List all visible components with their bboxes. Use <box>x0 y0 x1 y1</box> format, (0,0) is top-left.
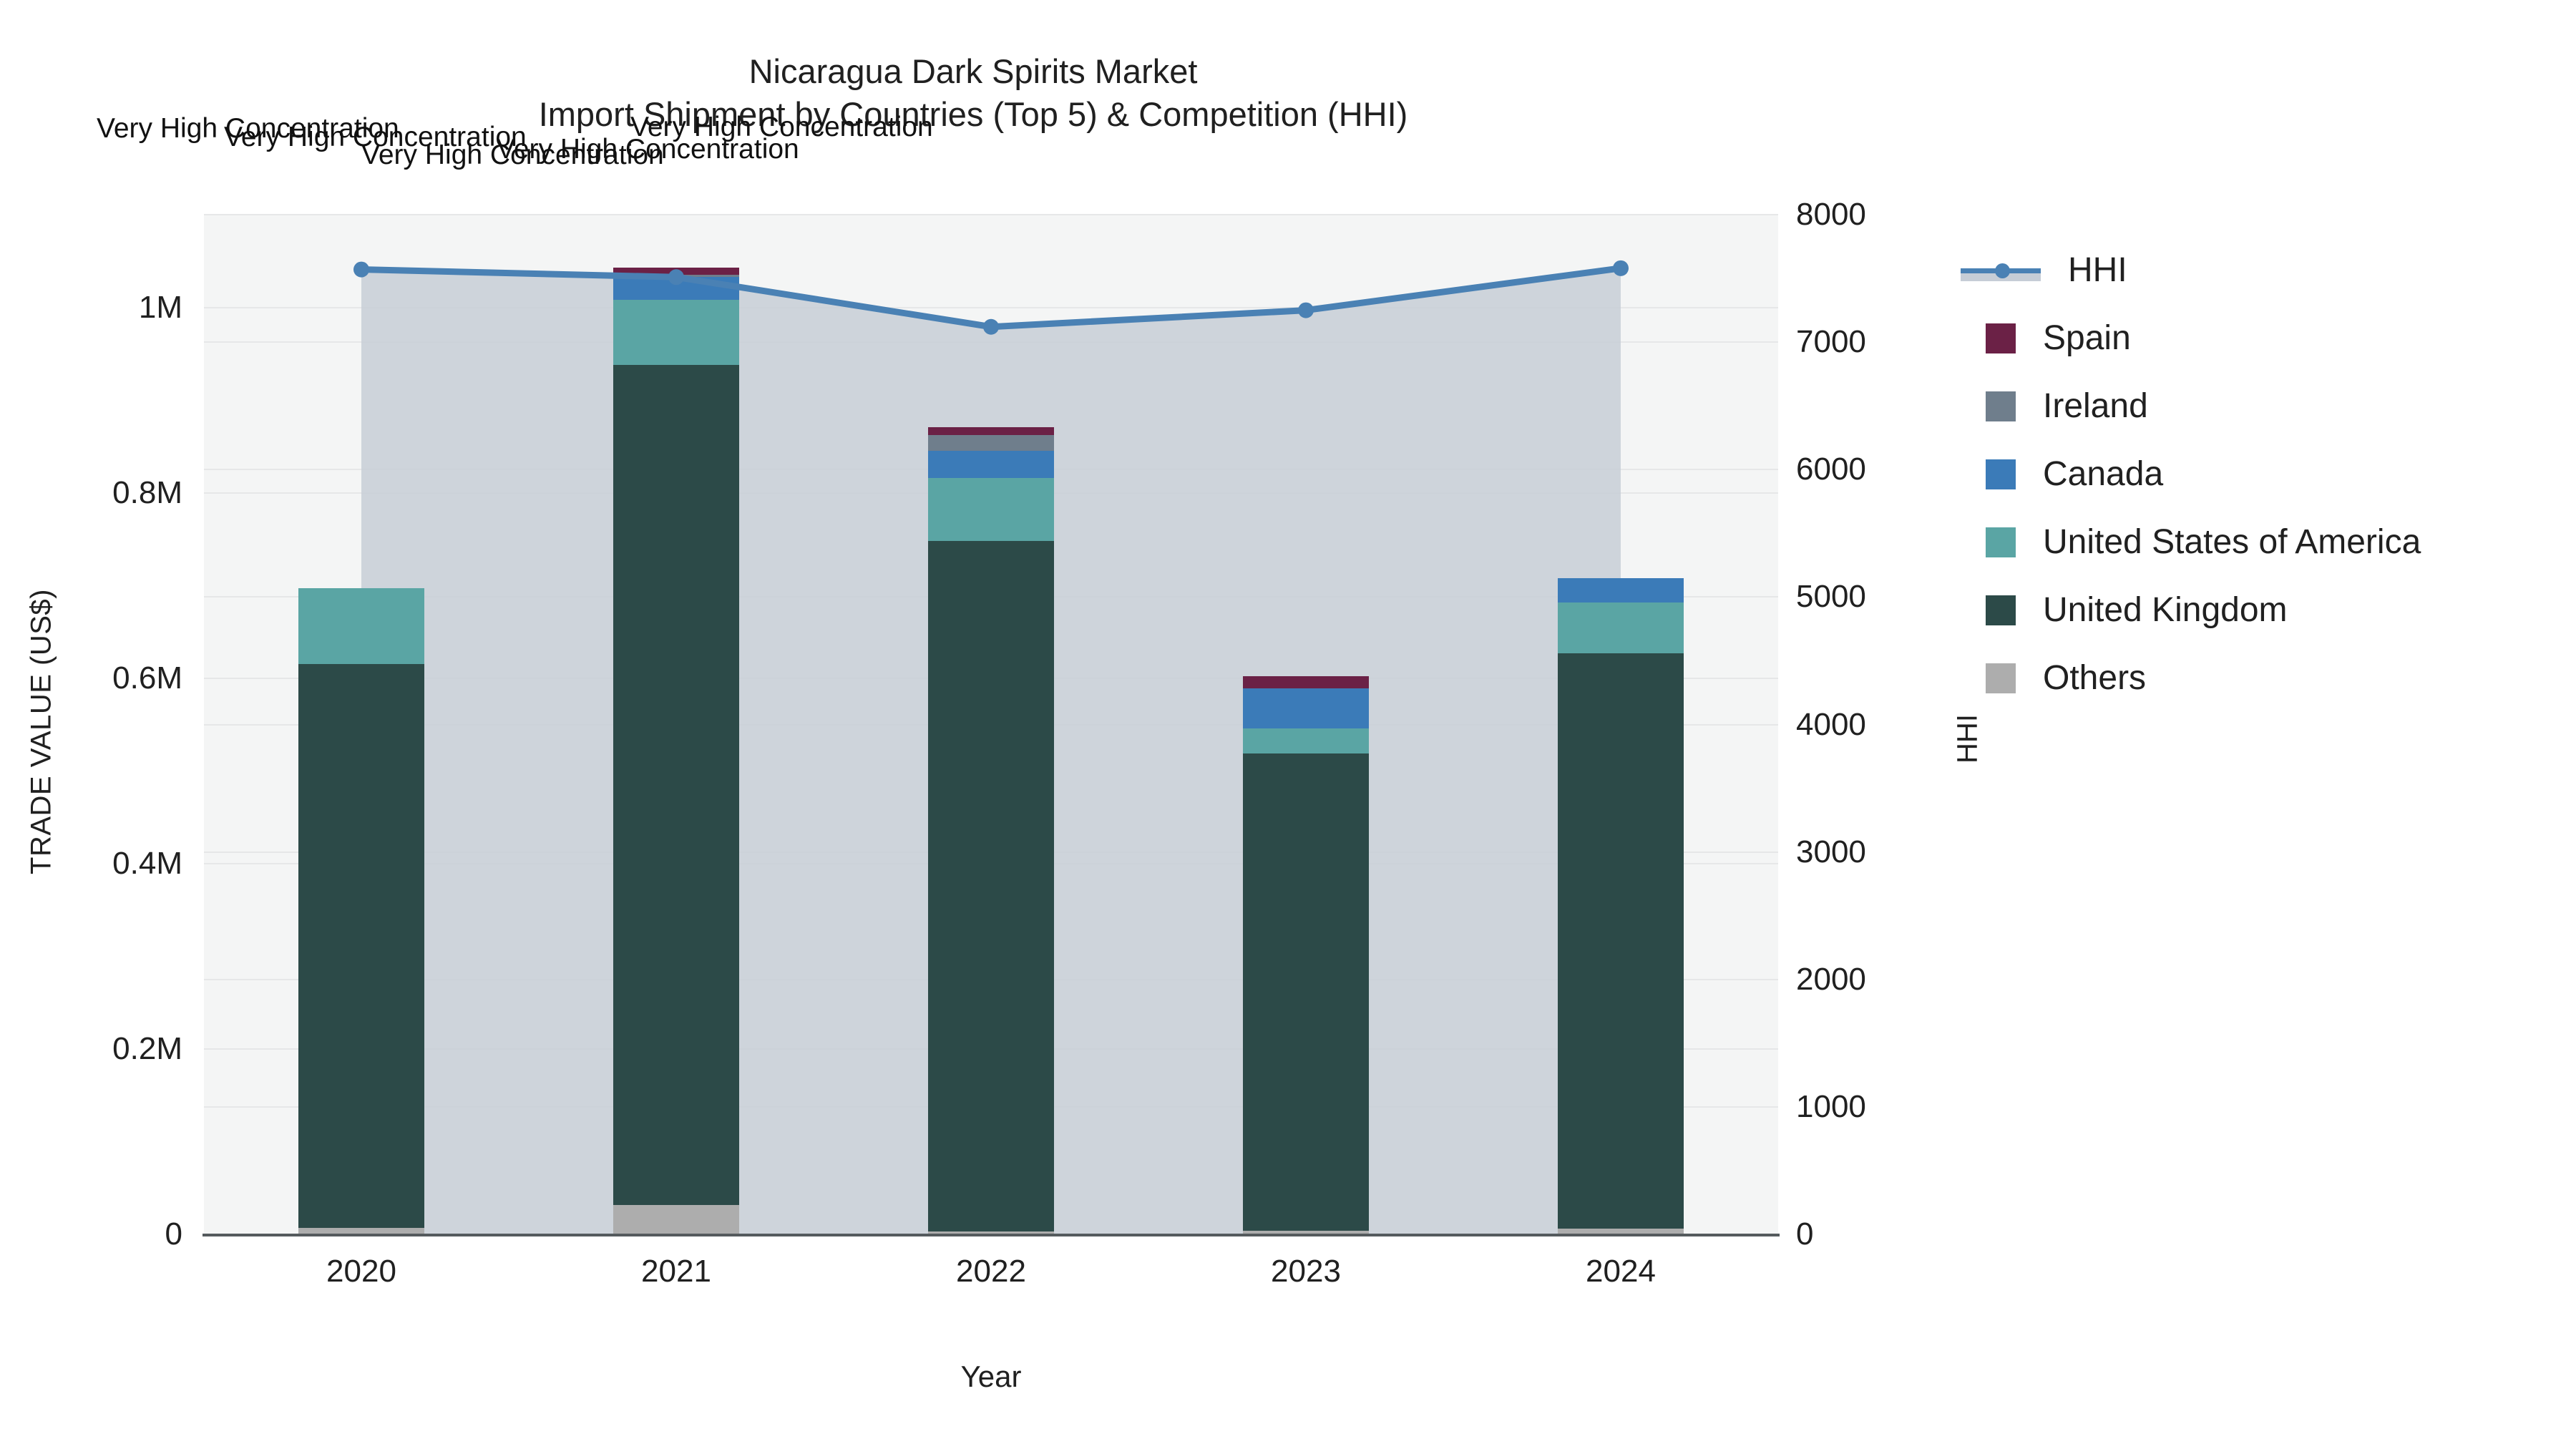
y-tick-right: 4000 <box>1796 706 1866 742</box>
bar-segment[interactable] <box>928 435 1054 452</box>
bar-segment[interactable] <box>1243 688 1369 728</box>
bar-segment[interactable] <box>928 451 1054 478</box>
chart-title: Nicaragua Dark Spirits Market Import Shi… <box>0 50 1946 136</box>
bar-group[interactable] <box>613 215 739 1234</box>
chart-title-line-2: Import Shipment by Countries (Top 5) & C… <box>538 95 1408 134</box>
x-tick: 2021 <box>641 1254 711 1289</box>
legend-label: Ireland <box>2043 387 2148 425</box>
x-tick: 2020 <box>326 1254 396 1289</box>
concentration-annotation: Very High Concentration <box>630 112 933 142</box>
concentration-annotation: Very High Concentration <box>97 113 399 144</box>
bar-segment[interactable] <box>928 426 1054 436</box>
bar-segment[interactable] <box>928 1231 1054 1234</box>
bar-group[interactable] <box>1243 215 1369 1234</box>
legend-item-others[interactable]: Others <box>1961 644 2421 712</box>
concentration-annotation: Very High Concentration <box>497 134 799 165</box>
x-axis-label: Year <box>960 1360 1022 1393</box>
legend-swatch <box>1986 391 2016 421</box>
y-tick-right: 0 <box>1796 1216 1814 1252</box>
y-tick-right: 1000 <box>1796 1088 1866 1124</box>
y-tick-left: 0 <box>165 1216 182 1252</box>
bar-segment[interactable] <box>298 588 424 665</box>
concentration-annotation: Very High Concentration <box>224 122 527 152</box>
bar-segment[interactable] <box>1243 753 1369 1231</box>
concentration-annotation: Very High Concentration <box>361 140 664 170</box>
bar-segment[interactable] <box>1558 1229 1684 1234</box>
bar-segment[interactable] <box>298 664 424 1228</box>
y-tick-right: 2000 <box>1796 961 1866 997</box>
x-axis-line <box>203 1234 1780 1236</box>
legend-item-spain[interactable]: Spain <box>1961 304 2421 372</box>
legend-item-canada[interactable]: Canada <box>1961 440 2421 508</box>
legend-label: HHI <box>2068 251 2127 289</box>
y-tick-right: 3000 <box>1796 834 1866 869</box>
legend-swatch <box>1986 595 2016 625</box>
legend: HHI Spain Ireland Canada United States of Am… <box>1961 236 2421 712</box>
y-axis-left-label: TRADE VALUE (US$) <box>25 589 57 874</box>
bar-group[interactable] <box>1558 215 1684 1234</box>
hhi-line-marker-icon <box>1961 255 2041 286</box>
bar-segment[interactable] <box>928 477 1054 541</box>
y-tick-right: 8000 <box>1796 197 1866 232</box>
legend-swatch <box>1986 663 2016 693</box>
y-tick-right: 7000 <box>1796 324 1866 360</box>
y-tick-right: 6000 <box>1796 452 1866 487</box>
chart-title-line-1: Nicaragua Dark Spirits Market <box>748 52 1198 90</box>
y-tick-left: 0.6M <box>112 660 182 696</box>
bar-segment[interactable] <box>928 541 1054 1232</box>
bar-segment[interactable] <box>613 364 739 1205</box>
y-tick-left: 1M <box>138 289 182 325</box>
legend-label: Others <box>2043 659 2147 697</box>
x-tick: 2023 <box>1271 1254 1341 1289</box>
legend-item-united-states-of-america[interactable]: United States of America <box>1961 508 2421 576</box>
bar-segment[interactable] <box>613 267 739 275</box>
bar-segment[interactable] <box>613 1204 739 1234</box>
bar-segment[interactable] <box>1243 728 1369 753</box>
bar-segment[interactable] <box>1243 676 1369 688</box>
y-tick-right: 5000 <box>1796 579 1866 615</box>
legend-swatch <box>1986 323 2016 353</box>
y-tick-left: 0.2M <box>112 1030 182 1066</box>
legend-item-hhi[interactable]: HHI <box>1961 236 2421 304</box>
x-tick: 2022 <box>956 1254 1026 1289</box>
bar-segment[interactable] <box>1558 577 1684 602</box>
bar-group[interactable] <box>928 215 1054 1234</box>
bar-group[interactable] <box>298 215 424 1234</box>
bar-segment[interactable] <box>1243 1230 1369 1234</box>
legend-label: Canada <box>2043 455 2164 493</box>
legend-label: United States of America <box>2043 523 2421 561</box>
gridline <box>204 214 1778 215</box>
legend-item-united-kingdom[interactable]: United Kingdom <box>1961 576 2421 644</box>
y-tick-left: 0.8M <box>112 474 182 510</box>
legend-swatch <box>1986 527 2016 557</box>
legend-label: Spain <box>2043 319 2131 357</box>
bar-segment[interactable] <box>613 276 739 301</box>
bar-segment[interactable] <box>613 300 739 365</box>
bar-segment[interactable] <box>1558 653 1684 1229</box>
bars-layer <box>204 215 1778 1234</box>
bar-segment[interactable] <box>1558 602 1684 653</box>
x-tick: 2024 <box>1586 1254 1656 1289</box>
legend-item-ireland[interactable]: Ireland <box>1961 372 2421 440</box>
bar-segment[interactable] <box>298 1227 424 1234</box>
legend-label: United Kingdom <box>2043 591 2288 629</box>
legend-swatch <box>1986 459 2016 489</box>
bar-segment[interactable] <box>613 275 739 277</box>
y-tick-left: 0.4M <box>112 845 182 881</box>
